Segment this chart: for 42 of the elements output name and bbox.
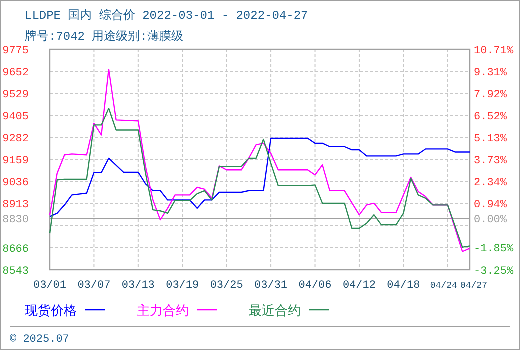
legend-label: 现货价格	[25, 304, 77, 319]
y-tick-label: 9775	[2, 45, 29, 58]
y-tick-label: 9529	[2, 89, 29, 102]
x-tick-label: 04/06	[298, 280, 332, 292]
text: © 2025.07	[10, 334, 70, 346]
x-tick-label: 04/27	[460, 281, 488, 291]
x-tick-label: 03/13	[122, 280, 155, 292]
x-tick-label: 04/18	[387, 280, 420, 292]
x-tick-label: 03/19	[166, 280, 200, 292]
chart-title: LLDPE 国内 综合价 2022-03-01 - 2022-04-27	[25, 8, 308, 23]
x-tick-label: 03/31	[254, 280, 288, 292]
line-series	[49, 68, 471, 252]
y-tick-label: 8830	[2, 214, 29, 226]
y2-tick-label: 6.52%	[474, 112, 508, 124]
x-tick-label: 04/24	[430, 281, 458, 291]
y2-tick-label: 10.71%	[474, 45, 514, 58]
legend-label: 主力合约	[137, 303, 189, 319]
y-tick-label: 8543	[2, 266, 29, 278]
y2-tick-label: 5.13%	[474, 133, 508, 146]
x-tick-label: 03/07	[78, 280, 111, 292]
y2-tick-label: 9.31%	[474, 67, 508, 80]
y2-tick-label: 2.34%	[474, 178, 508, 190]
legend-label: 最近合约	[249, 304, 301, 319]
line-series	[49, 108, 471, 248]
x-tick-label: 03/25	[210, 280, 244, 292]
line-series	[49, 138, 471, 218]
y-tick-label: 9652	[2, 67, 29, 80]
y-tick-label: 9036	[2, 178, 29, 190]
y2-tick-label: -1.85%	[474, 244, 514, 256]
chart-subtitle: 牌号:7042 用途级别:薄膜级	[25, 30, 184, 44]
y-tick-label: 9282	[2, 134, 29, 146]
x-tick-label: 03/01	[33, 280, 67, 292]
y-tick-label: 9405	[2, 112, 29, 124]
y2-tick-label: -3.25%	[474, 266, 514, 278]
y-tick-label: 9159	[2, 156, 29, 168]
y2-tick-label: 0.00%	[474, 214, 508, 227]
y2-tick-label: 3.73%	[474, 156, 508, 168]
y2-tick-label: 7.92%	[474, 89, 508, 102]
y-tick-label: 8666	[2, 244, 29, 256]
x-tick-label: 04/12	[342, 280, 376, 292]
y2-tick-label: 0.94%	[474, 200, 508, 212]
y-tick-label: 8913	[2, 200, 29, 212]
